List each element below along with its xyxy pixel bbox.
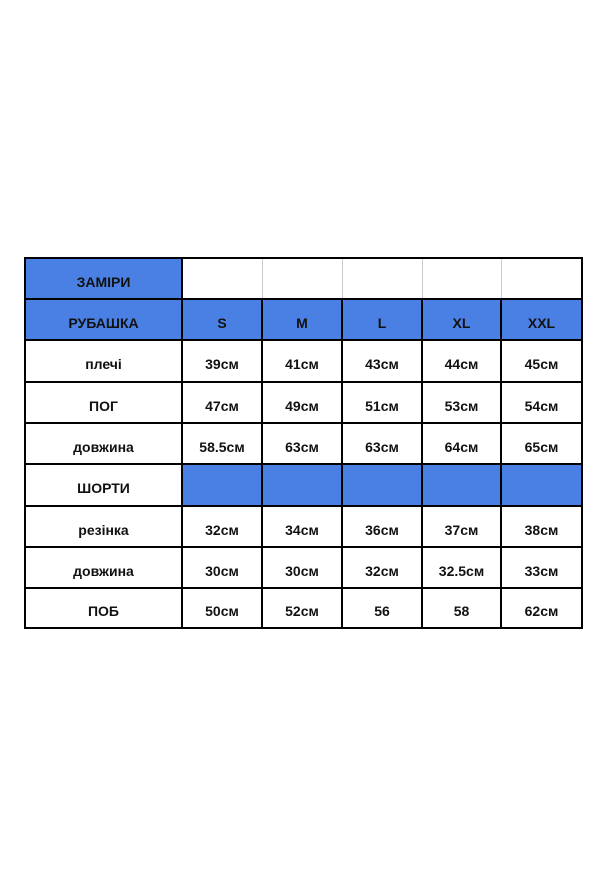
blue-cell <box>341 463 423 507</box>
row-label: довжина <box>24 422 183 465</box>
shorts-header-row: ШОРТИ <box>24 463 583 507</box>
table-cell: 53см <box>421 381 502 424</box>
table-cell: 30см <box>181 546 263 589</box>
size-chart-table: ЗАМІРИ РУБАШКА S M L XL XXL плечі 39см 4… <box>24 257 583 629</box>
table-cell: 63см <box>341 422 423 465</box>
table-cell: 36см <box>341 505 423 548</box>
empty-cell <box>181 257 263 300</box>
table-cell: 45см <box>500 339 583 383</box>
table-row: довжина 58.5см 63см 63см 64см 65см <box>24 422 583 465</box>
table-cell: 32см <box>341 546 423 589</box>
table-cell: 39см <box>181 339 263 383</box>
table-cell: 32см <box>181 505 263 548</box>
table-cell: 32.5см <box>421 546 502 589</box>
row-label: резінка <box>24 505 183 548</box>
table-cell: 58.5см <box>181 422 263 465</box>
title-cell: ЗАМІРИ <box>24 257 183 300</box>
empty-cell <box>261 257 343 300</box>
table-cell: 56 <box>341 587 423 629</box>
table-cell: 54см <box>500 381 583 424</box>
table-cell: 47см <box>181 381 263 424</box>
row-label: ПОГ <box>24 381 183 424</box>
row-label: довжина <box>24 546 183 589</box>
size-header: XL <box>421 298 502 341</box>
table-cell: 62см <box>500 587 583 629</box>
table-cell: 58 <box>421 587 502 629</box>
table-cell: 43см <box>341 339 423 383</box>
row-label: плечі <box>24 339 183 383</box>
table-cell: 50см <box>181 587 263 629</box>
empty-cell <box>341 257 423 300</box>
size-header: L <box>341 298 423 341</box>
table-row: ПОГ 47см 49см 51см 53см 54см <box>24 381 583 424</box>
shorts-label: ШОРТИ <box>24 463 183 507</box>
table-row: плечі 39см 41см 43см 44см 45см <box>24 339 583 383</box>
table-row: ПОБ 50см 52см 56 58 62см <box>24 587 583 629</box>
empty-cell <box>500 257 583 300</box>
blue-cell <box>261 463 343 507</box>
shirt-label: РУБАШКА <box>24 298 183 341</box>
table-cell: 52см <box>261 587 343 629</box>
table-cell: 65см <box>500 422 583 465</box>
empty-cell <box>421 257 502 300</box>
size-header: S <box>181 298 263 341</box>
shirt-header-row: РУБАШКА S M L XL XXL <box>24 298 583 341</box>
table-cell: 49см <box>261 381 343 424</box>
size-header: M <box>261 298 343 341</box>
table-cell: 30см <box>261 546 343 589</box>
table-cell: 44см <box>421 339 502 383</box>
table-cell: 38см <box>500 505 583 548</box>
table-cell: 64см <box>421 422 502 465</box>
table-cell: 63см <box>261 422 343 465</box>
table-cell: 37см <box>421 505 502 548</box>
blue-cell <box>181 463 263 507</box>
table-row: резінка 32см 34см 36см 37см 38см <box>24 505 583 548</box>
table-row: довжина 30см 30см 32см 32.5см 33см <box>24 546 583 589</box>
blue-cell <box>500 463 583 507</box>
title-row: ЗАМІРИ <box>24 257 583 300</box>
row-label: ПОБ <box>24 587 183 629</box>
table-cell: 34см <box>261 505 343 548</box>
table-cell: 41см <box>261 339 343 383</box>
blue-cell <box>421 463 502 507</box>
size-header: XXL <box>500 298 583 341</box>
table-cell: 51см <box>341 381 423 424</box>
table-cell: 33см <box>500 546 583 589</box>
